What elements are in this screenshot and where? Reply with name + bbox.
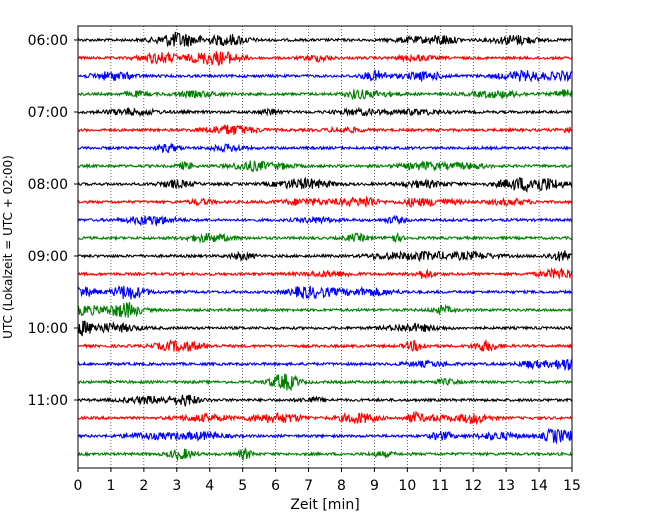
trace-1015 <box>77 338 573 354</box>
trace-0730 <box>77 142 573 154</box>
plot-background <box>78 26 572 468</box>
trace-group <box>77 31 573 462</box>
y-tick-label: 09:00 <box>28 249 68 265</box>
trace-0800 <box>77 176 573 193</box>
trace-0945 <box>77 301 573 319</box>
x-tick-label: 11 <box>431 478 449 494</box>
x-tick-label: 10 <box>398 478 416 494</box>
trace-1145 <box>77 447 573 462</box>
x-tick-label: 1 <box>106 478 115 494</box>
trace-1045 <box>77 373 573 392</box>
trace-0715 <box>77 124 573 136</box>
trace-1115 <box>77 410 573 426</box>
x-tick-label: 12 <box>464 478 482 494</box>
trace-0600 <box>77 31 573 47</box>
trace-0830 <box>77 214 573 228</box>
y-tick-label: 06:00 <box>28 33 68 49</box>
x-tick-label: 4 <box>205 478 214 494</box>
x-tick-label: 0 <box>74 478 83 494</box>
trace-0700 <box>77 106 573 118</box>
x-tick-label: 5 <box>238 478 247 494</box>
y-tick-label: 10:00 <box>28 321 68 337</box>
trace-1030 <box>77 359 573 372</box>
trace-1000 <box>77 320 573 337</box>
trace-1100 <box>77 394 573 407</box>
trace-0845 <box>77 231 573 244</box>
trace-0745 <box>77 160 573 173</box>
x-tick-label: 2 <box>139 478 148 494</box>
x-tick-label: 7 <box>304 478 313 494</box>
trace-1130 <box>77 427 573 445</box>
x-axis: 0 1 2 3 4 5 6 7 8 9 10 11 12 13 14 15 <box>74 468 581 494</box>
x-tick-label: 9 <box>370 478 379 494</box>
trace-0645 <box>77 89 573 101</box>
y-tick-label: 11:00 <box>28 393 68 409</box>
y-axis: 06:00 07:00 08:00 09:00 10:00 11:00 <box>28 33 78 409</box>
x-tick-label: 8 <box>337 478 346 494</box>
trace-0630 <box>77 69 573 83</box>
trace-0915 <box>77 266 573 280</box>
trace-0900 <box>77 249 573 263</box>
y-tick-label: 08:00 <box>28 177 68 193</box>
trace-0815 <box>77 195 573 209</box>
y-tick-label: 07:00 <box>28 105 68 121</box>
x-tick-label: 3 <box>172 478 181 494</box>
x-tick-label: 6 <box>271 478 280 494</box>
x-tick-label: 13 <box>497 478 515 494</box>
x-tick-label: 15 <box>563 478 581 494</box>
plot-frame <box>77 25 573 469</box>
y-axis-label: UTC (Lokalzeit = UTC + 02:00) <box>1 155 15 339</box>
trace-0615 <box>77 51 573 66</box>
x-axis-label: Zeit [min] <box>290 497 359 513</box>
trace-0930 <box>77 285 573 300</box>
x-tick-label: 14 <box>530 478 548 494</box>
